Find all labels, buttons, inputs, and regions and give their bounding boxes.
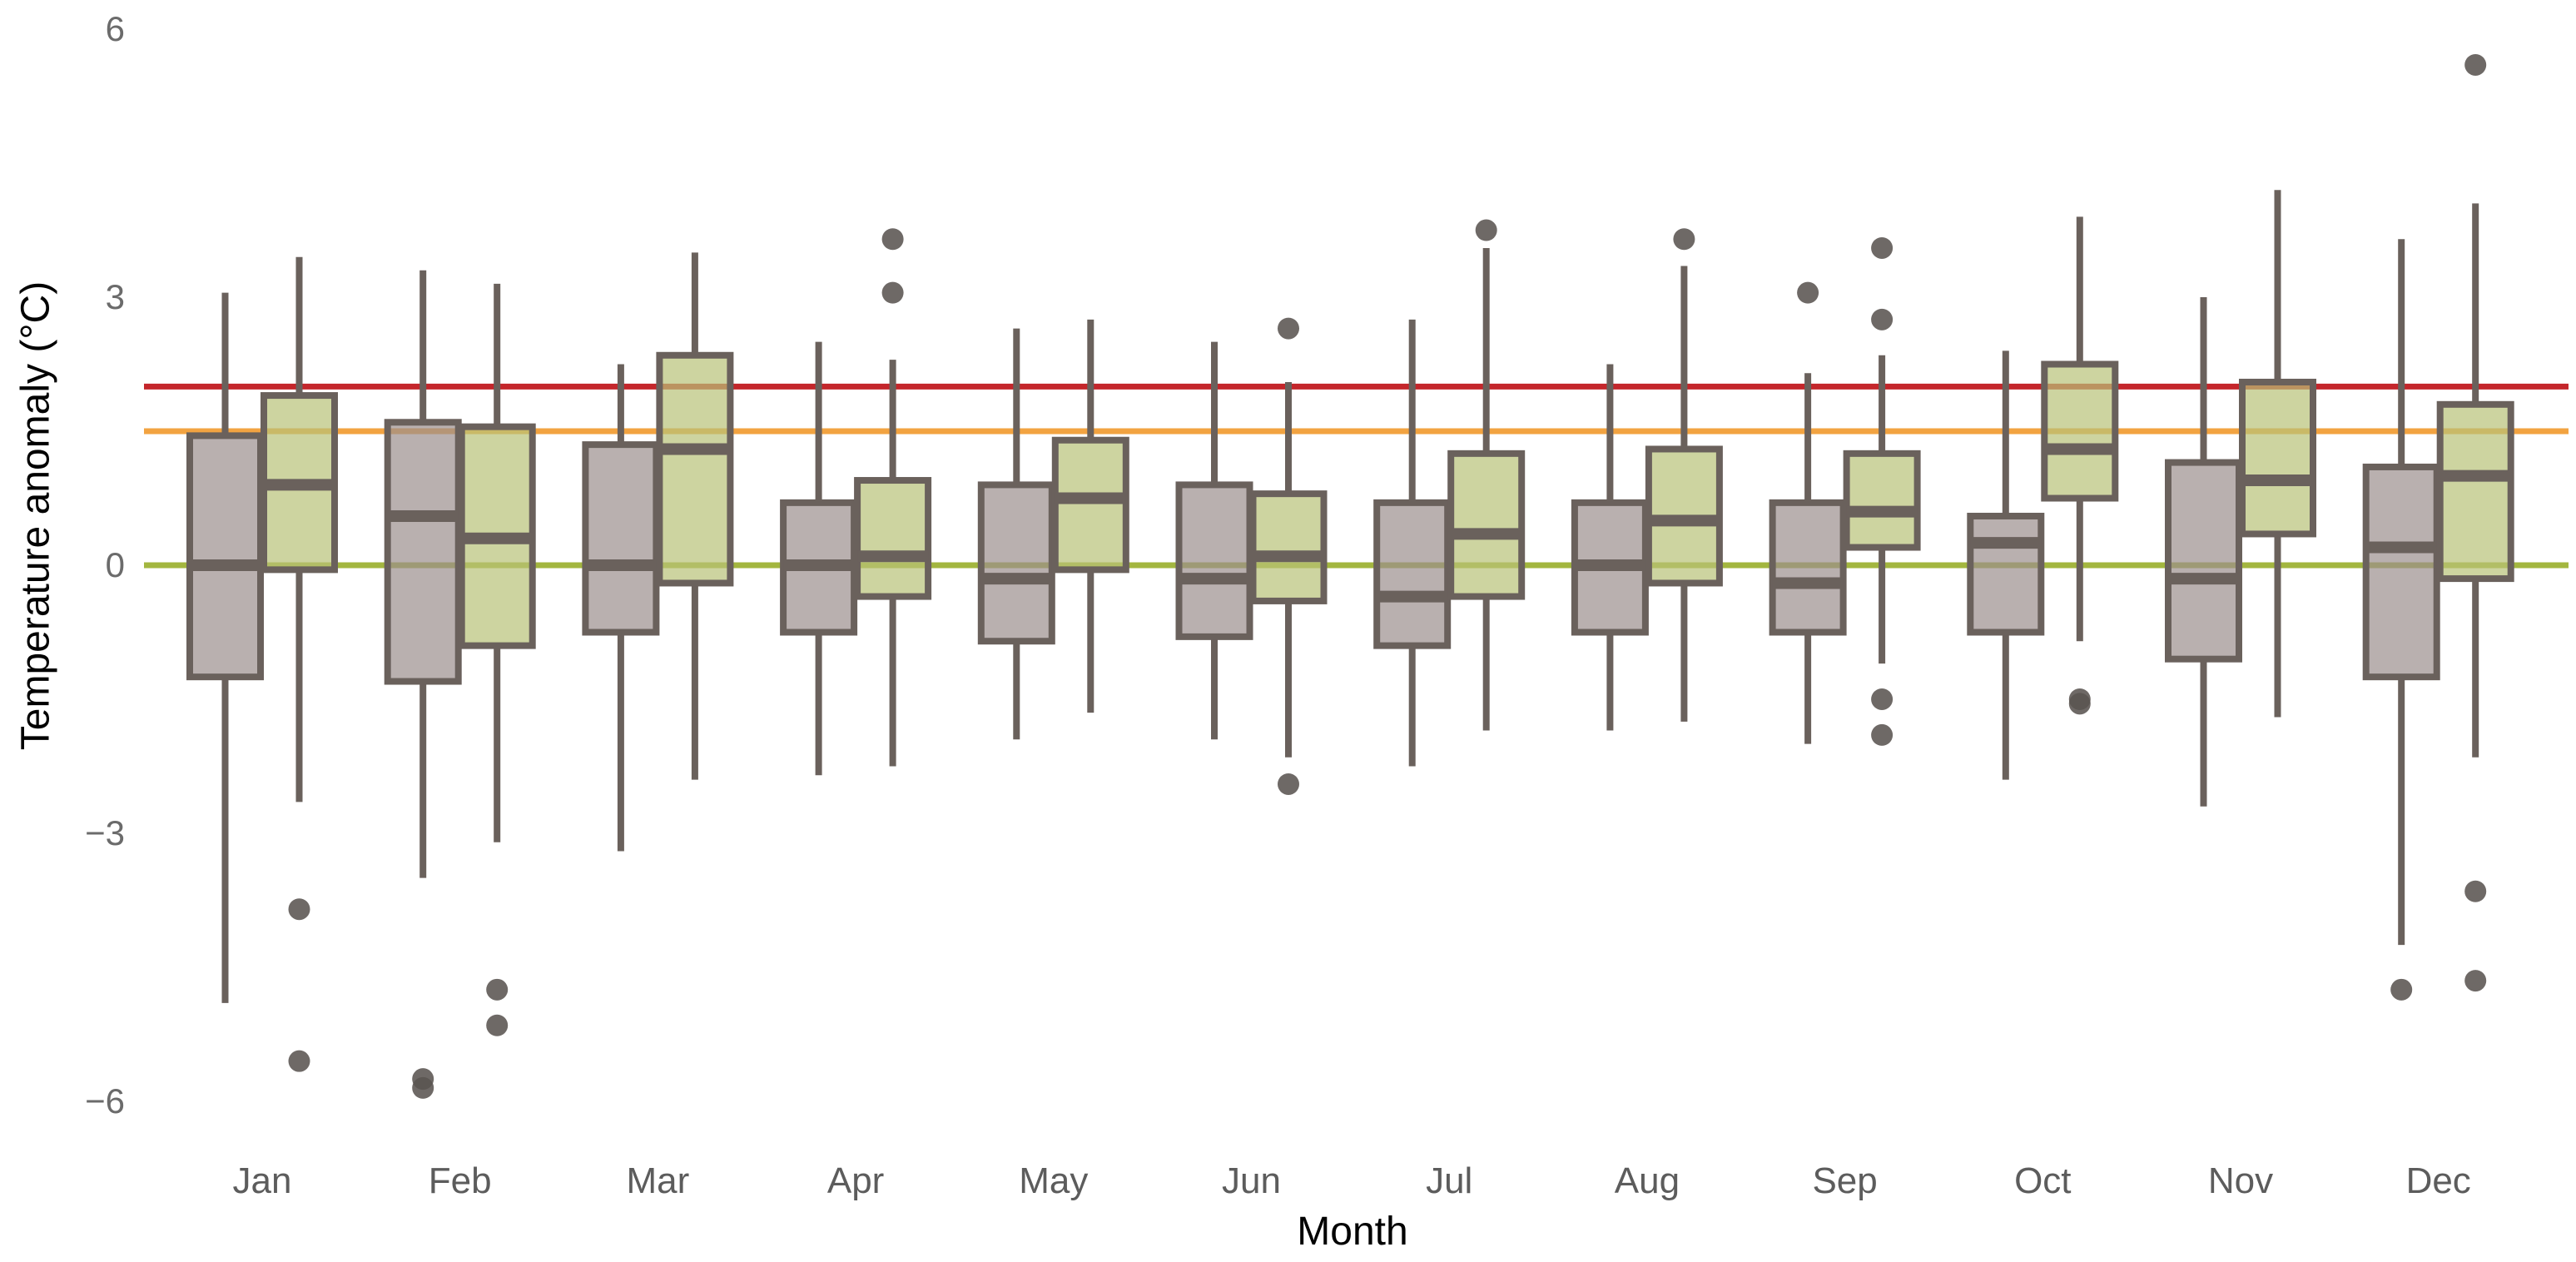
box-gray-Oct	[1967, 512, 2045, 636]
box-gray-Nov	[2165, 459, 2242, 663]
month-label-Mar: Mar	[627, 1160, 690, 1201]
month-label-Sep: Sep	[1812, 1160, 1877, 1201]
box-green-Dec	[2436, 400, 2514, 583]
outlier-dot-green-Sep	[1871, 723, 1894, 746]
outlier-dot-green-Apr	[881, 228, 904, 251]
outlier-dot-green-Jan	[288, 898, 310, 921]
month-label-Oct: Oct	[2014, 1160, 2071, 1201]
y-axis-title: Temperature anomaly (°C)	[13, 281, 58, 751]
box-green-Oct	[2041, 360, 2119, 502]
box-green-Sep	[1843, 450, 1921, 551]
outlier-dot-green-Dec	[2464, 53, 2487, 76]
box-green-Jun	[1249, 490, 1328, 604]
outlier-dot-green-Feb	[486, 1014, 509, 1036]
y-tick-label-−6: −6	[85, 1081, 125, 1120]
y-tick-label-−3: −3	[85, 813, 125, 852]
box-green-May	[1051, 436, 1129, 574]
outlier-dot-gray-Dec	[2390, 978, 2413, 1001]
outlier-dot-green-Aug	[1673, 228, 1695, 251]
box-gray-Sep	[1769, 499, 1847, 636]
month-label-Jun: Jun	[1222, 1160, 1281, 1201]
outlier-dot-green-Dec	[2464, 970, 2487, 992]
outlier-dot-gray-Feb	[412, 1076, 434, 1099]
month-label-Feb: Feb	[429, 1160, 492, 1201]
y-tick-label-0: 0	[106, 545, 125, 584]
month-label-May: May	[1019, 1160, 1088, 1201]
outlier-dot-green-Jun	[1278, 773, 1299, 795]
x-axis-title: Month	[1297, 1210, 1408, 1254]
box-gray-May	[977, 481, 1055, 645]
box-gray-Feb	[384, 419, 462, 685]
outlier-dot-green-Oct	[2068, 693, 2091, 715]
box-green-Jul	[1447, 450, 1526, 600]
outlier-dot-green-Sep	[1871, 236, 1894, 259]
outlier-dot-green-Jan	[288, 1050, 310, 1072]
box-gray-Jul	[1373, 499, 1452, 649]
outlier-dot-green-Jul	[1475, 219, 1497, 241]
month-label-Nov: Nov	[2208, 1160, 2273, 1201]
box-green-Nov	[2239, 378, 2316, 538]
outlier-dot-green-Sep	[1871, 688, 1894, 710]
month-label-Dec: Dec	[2406, 1160, 2471, 1201]
outlier-dot-green-Feb	[486, 978, 509, 1001]
box-green-Apr	[854, 477, 932, 600]
outlier-dot-green-Dec	[2464, 880, 2487, 902]
month-label-Jan: Jan	[233, 1160, 292, 1201]
outlier-dot-green-Sep	[1871, 308, 1894, 330]
box-gray-Dec	[2362, 463, 2440, 681]
month-label-Jul: Jul	[1426, 1160, 1472, 1201]
outlier-dot-gray-Sep	[1797, 281, 1819, 304]
outlier-dot-green-Jun	[1278, 317, 1299, 340]
box-gray-Jan	[186, 432, 264, 681]
month-label-Apr: Apr	[827, 1160, 884, 1201]
box-green-Mar	[656, 351, 734, 587]
y-tick-label-6: 6	[106, 9, 125, 48]
box-gray-Mar	[582, 441, 660, 636]
outlier-dot-green-Apr	[881, 281, 904, 304]
y-tick-label-3: 3	[106, 277, 125, 316]
month-label-Aug: Aug	[1615, 1160, 1680, 1201]
box-gray-Jun	[1175, 481, 1253, 640]
